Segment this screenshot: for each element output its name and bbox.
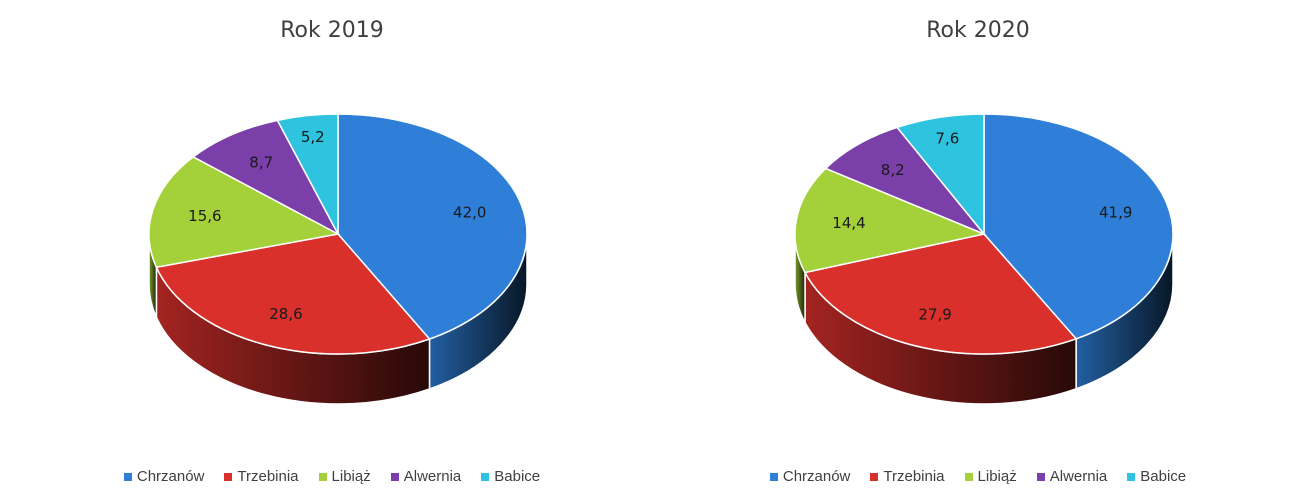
- legend-item-alwernia: Alwernia: [390, 468, 462, 485]
- data-label: 14,4: [832, 214, 865, 232]
- legend-label: Libiąż: [331, 468, 371, 485]
- legend-swatch: [390, 472, 399, 481]
- legend-label: Babice: [494, 468, 541, 485]
- pie-slice-libiąż: [148, 155, 341, 269]
- legend-label: Chrzanów: [782, 468, 851, 485]
- data-label: 15,6: [188, 207, 221, 225]
- legend-label: Alwernia: [403, 468, 462, 485]
- legend-swatch: [1036, 472, 1045, 481]
- legend-item-alwernia: Alwernia: [1036, 468, 1108, 485]
- pie-slices: [794, 113, 1174, 355]
- legend-item-libiaz: Libiąż: [964, 468, 1017, 485]
- legend-swatch: [1127, 472, 1136, 481]
- legend-item-chrzanow: Chrzanów: [123, 468, 205, 485]
- legend-label: Trzebinia: [237, 468, 299, 485]
- pie-slice-alwernia: [824, 126, 985, 235]
- legend-label: Trzebinia: [883, 468, 945, 485]
- pie-plot-2019: 42,0 28,6 15,6 8,7 5,2: [148, 113, 528, 405]
- legend-item-libiaz: Libiąż: [318, 468, 371, 485]
- data-label: 41,9: [1099, 203, 1132, 221]
- legend-swatch: [224, 472, 233, 481]
- pie-chart-2019: Rok 2019 42,0 28,6 15,6 8,7 5,2 Chrzanów Trz…: [12, 0, 652, 491]
- legend-item-chrzanow: Chrzanów: [769, 468, 851, 485]
- data-label: 7,6: [935, 129, 959, 147]
- pie-plot-2020: 41,9 27,9 14,4 8,2 7,6: [794, 113, 1174, 405]
- legend-item-trzebinia: Trzebinia: [870, 468, 945, 485]
- data-label: 8,7: [249, 154, 273, 172]
- pie-slice-chrzanów: [983, 113, 1174, 340]
- legend-label: Babice: [1140, 468, 1187, 485]
- legend: Chrzanów Trzebinia Libiąż Alwernia Babic…: [12, 468, 652, 485]
- data-label: 27,9: [918, 306, 951, 324]
- legend-item-babice: Babice: [1127, 468, 1186, 485]
- pie-slice-alwernia: [191, 119, 340, 236]
- legend-item-trzebinia: Trzebinia: [224, 468, 299, 485]
- chart-title: Rok 2019: [280, 18, 384, 43]
- legend-label: Libiąż: [977, 468, 1017, 485]
- legend-swatch: [318, 472, 327, 481]
- pie-slice-babice: [895, 113, 985, 237]
- legend-label: Alwernia: [1049, 468, 1108, 485]
- chart-title: Rok 2020: [926, 18, 1030, 43]
- data-label: 42,0: [453, 203, 486, 221]
- data-labels: 41,9 27,9 14,4 8,2 7,6: [832, 129, 1132, 323]
- pie-slice-trzebinia: [155, 233, 431, 355]
- pie-slice-chrzanów: [337, 113, 528, 340]
- data-label: 28,6: [269, 305, 302, 323]
- legend-swatch: [481, 472, 490, 481]
- pie-slice-babice: [276, 113, 339, 235]
- pie-slice-libiąż: [794, 167, 987, 274]
- legend: Chrzanów Trzebinia Libiąż Alwernia Babic…: [658, 468, 1298, 485]
- legend-swatch: [964, 472, 973, 481]
- pie-slices: [148, 113, 528, 355]
- pie-chart-2020: Rok 2020 41,9 27,9 14,4 8,2 7,6 Chrzanów Trz…: [658, 0, 1298, 491]
- data-label: 5,2: [301, 128, 325, 146]
- pie-slice-trzebinia: [803, 233, 1078, 355]
- data-label: 8,2: [881, 161, 905, 179]
- data-labels: 42,0 28,6 15,6 8,7 5,2: [188, 128, 486, 323]
- legend-swatch: [769, 472, 778, 481]
- legend-swatch: [870, 472, 879, 481]
- legend-label: Chrzanów: [136, 468, 205, 485]
- legend-item-babice: Babice: [481, 468, 540, 485]
- legend-swatch: [123, 472, 132, 481]
